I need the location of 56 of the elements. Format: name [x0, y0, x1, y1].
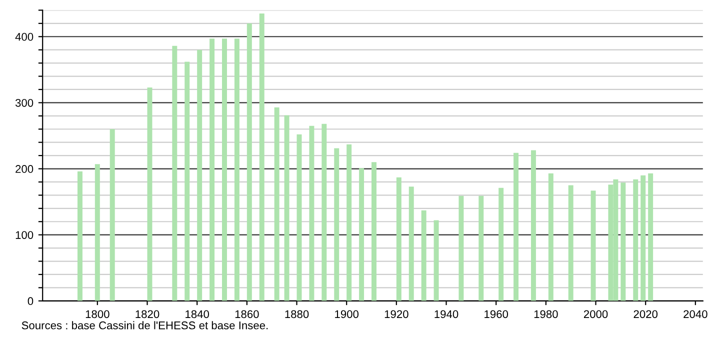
bar — [498, 188, 504, 301]
x-tick-label: 1880 — [285, 310, 309, 318]
x-tick-label: 2000 — [584, 310, 608, 318]
bar — [172, 46, 178, 301]
x-tick-label: 1900 — [335, 310, 359, 318]
x-tick-label: 1800 — [86, 310, 110, 318]
bar — [590, 190, 596, 301]
bar — [222, 38, 227, 301]
y-tick-label: 300 — [15, 98, 34, 107]
bar — [77, 171, 82, 301]
bar — [396, 177, 402, 301]
bar — [110, 129, 115, 301]
x-tick-label: 1820 — [136, 310, 160, 318]
x-tick-label: 1920 — [384, 310, 408, 318]
bar — [548, 173, 554, 301]
bar — [620, 182, 626, 301]
bar — [322, 124, 327, 301]
bar — [640, 175, 646, 301]
bar — [421, 210, 426, 301]
y-tick-label: 400 — [15, 32, 34, 41]
bar — [94, 164, 100, 301]
bar — [648, 173, 654, 301]
bar — [210, 38, 215, 301]
bar — [234, 38, 240, 301]
bar — [372, 162, 376, 301]
bar — [530, 150, 536, 301]
x-tick-label: 1960 — [484, 310, 508, 318]
bar — [359, 168, 364, 301]
bar — [334, 148, 340, 301]
bar — [633, 179, 638, 301]
bar — [259, 14, 264, 301]
bar — [246, 23, 252, 301]
x-tick-label: 1840 — [186, 310, 210, 318]
y-tick-label: 0 — [28, 297, 34, 306]
bar — [568, 185, 574, 301]
y-tick-label: 200 — [16, 165, 34, 173]
x-tick-label: 1980 — [534, 310, 558, 318]
bar — [514, 152, 519, 301]
bar — [458, 196, 464, 301]
bar — [284, 115, 290, 301]
x-tick-label: 2020 — [634, 310, 658, 318]
bar — [296, 134, 302, 301]
x-tick-label: 1860 — [235, 310, 259, 318]
x-tick-label: 1940 — [434, 310, 458, 318]
x-tick-label: 2040 — [684, 310, 708, 318]
bar — [184, 62, 190, 301]
bar — [346, 144, 352, 301]
source-note: Sources : base Cassini de l'EHESS et base Insee. — [22, 321, 268, 330]
bar — [408, 186, 414, 301]
bar — [197, 50, 202, 301]
y-tick-label: 100 — [16, 231, 34, 239]
bar — [478, 196, 484, 301]
bar — [434, 220, 439, 301]
bar — [309, 126, 314, 301]
bar — [147, 88, 152, 301]
bar — [274, 107, 280, 301]
